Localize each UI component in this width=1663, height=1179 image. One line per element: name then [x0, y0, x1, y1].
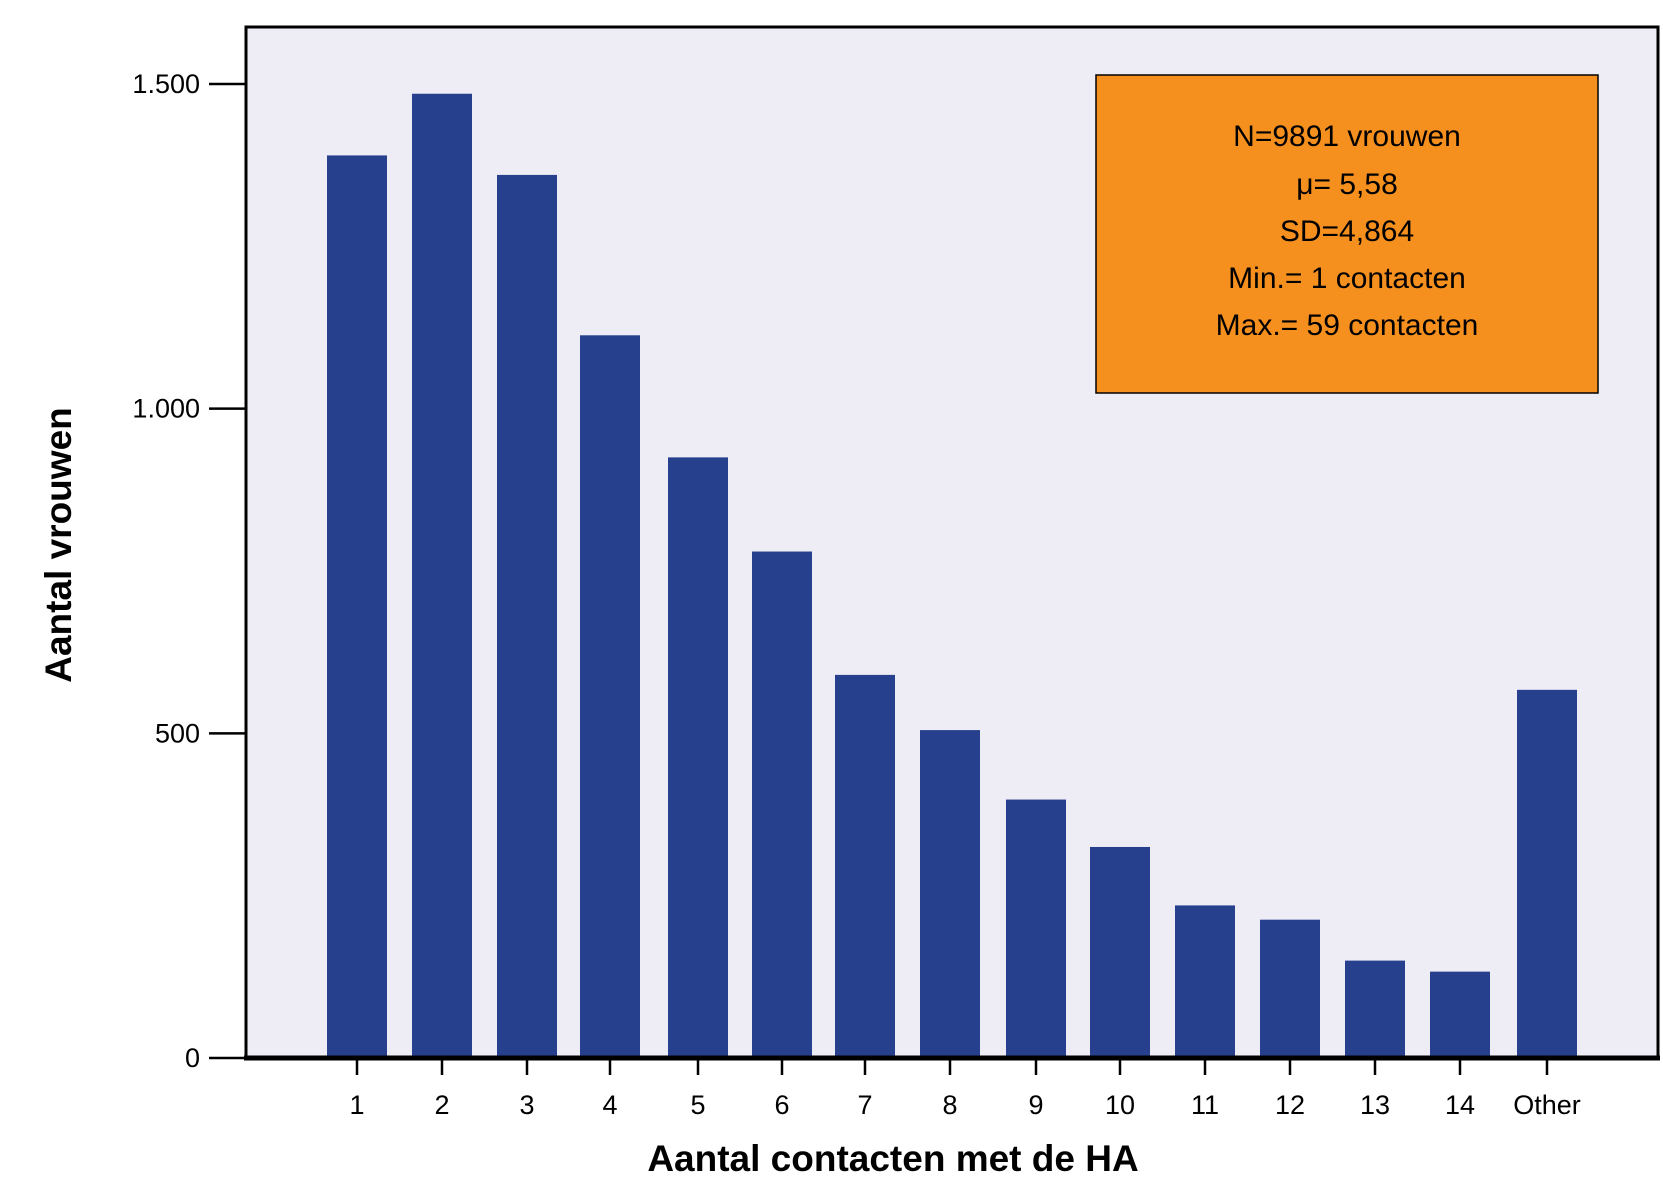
- x-tick-label: 5: [690, 1090, 705, 1120]
- y-axis: 0 500 1.000 1.500: [132, 69, 246, 1073]
- y-tick-label: 1.000: [132, 394, 200, 424]
- bar-12: [1260, 919, 1320, 1058]
- x-tick-label: 9: [1028, 1090, 1043, 1120]
- x-tick-label: 11: [1191, 1090, 1219, 1120]
- x-tick-label: 4: [602, 1090, 617, 1120]
- x-tick-label: 8: [942, 1090, 957, 1120]
- x-tick-label: 7: [857, 1090, 872, 1120]
- x-axis: 1 2 3 4 5 6 7 8 9 10 11 12 13 14 Other: [244, 1055, 1660, 1120]
- bar-7: [835, 674, 895, 1058]
- x-tick-label: 3: [519, 1090, 534, 1120]
- bar-4: [580, 335, 640, 1058]
- bar-14: [1430, 971, 1490, 1058]
- y-tick-label: 0: [185, 1043, 200, 1073]
- y-tick-label: 500: [155, 718, 200, 748]
- bar-6: [752, 551, 812, 1058]
- stats-line-sd: SD=4,864: [1280, 215, 1414, 248]
- x-axis-title: Aantal contacten met de HA: [647, 1138, 1138, 1179]
- bar-2: [412, 93, 472, 1059]
- bar-13: [1345, 960, 1405, 1058]
- bar-3: [497, 174, 557, 1058]
- x-tick-label: 10: [1105, 1090, 1135, 1120]
- y-axis-title: Aantal vrouwen: [38, 407, 79, 683]
- x-tick-label: Other: [1513, 1090, 1581, 1120]
- stats-line-max: Max.= 59 contacten: [1216, 309, 1479, 342]
- bar-5: [668, 457, 728, 1058]
- stats-line-n: N=9891 vrouwen: [1233, 120, 1461, 153]
- stats-line-mean: μ= 5,58: [1296, 168, 1398, 201]
- bar-8: [920, 730, 980, 1058]
- x-tick-label: 6: [774, 1090, 789, 1120]
- bar-9: [1006, 799, 1066, 1058]
- x-tick-label: 12: [1275, 1090, 1305, 1120]
- y-tick-label: 1.500: [132, 69, 200, 99]
- x-tick-label: 2: [434, 1090, 449, 1120]
- stats-line-min: Min.= 1 contacten: [1228, 262, 1466, 295]
- bar-10: [1090, 846, 1150, 1058]
- bar-other: [1517, 689, 1577, 1058]
- stats-box-background: [1095, 74, 1599, 394]
- bar-1: [327, 155, 387, 1059]
- bar-11: [1175, 905, 1235, 1058]
- x-tick-label: 13: [1360, 1090, 1390, 1120]
- x-tick-label: 14: [1445, 1090, 1475, 1120]
- stats-box: N=9891 vrouwen μ= 5,58 SD=4,864 Min.= 1 …: [1095, 74, 1599, 394]
- bar-group: [327, 93, 1577, 1059]
- x-tick-label: 1: [349, 1090, 364, 1120]
